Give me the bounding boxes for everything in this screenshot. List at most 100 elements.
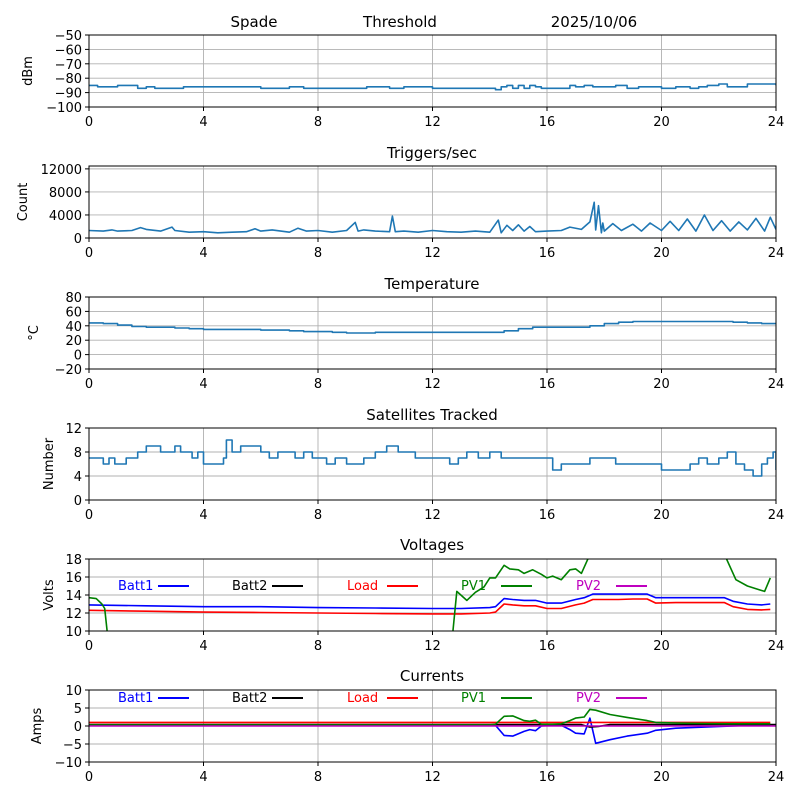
legend-label-pv1: PV1 — [461, 579, 486, 594]
y-tick-label: −80 — [55, 72, 82, 87]
series-group — [89, 83, 776, 91]
x-tick-label: 20 — [653, 639, 670, 654]
series-group — [89, 201, 776, 234]
x-tick-label: 4 — [199, 377, 207, 392]
header-mode: Threshold — [362, 13, 437, 31]
y-tick-label: 8 — [74, 446, 82, 461]
x-tick-label: 20 — [653, 246, 670, 261]
x-tick-label: 0 — [85, 508, 93, 523]
x-tick-label: 24 — [768, 377, 785, 392]
y-tick-label: 20 — [65, 334, 82, 349]
x-tick-label: 4 — [199, 115, 207, 130]
ylabel-voltages: Volts — [42, 579, 57, 611]
panel-title-triggers: Triggers/sec — [386, 144, 477, 162]
x-tick-label: 16 — [539, 115, 556, 130]
panel-triggers: 0 4 8 12 16 20 24 0 4000 8000 12000 — [41, 163, 785, 261]
x-tick-label: 16 — [539, 639, 556, 654]
x-tick-label: 24 — [768, 246, 785, 261]
series-line-satellites — [89, 439, 776, 477]
x-tick-label: 4 — [199, 770, 207, 785]
x-tick-label: 8 — [314, 508, 322, 523]
x-tick-label: 0 — [85, 115, 93, 130]
x-tick-label: 16 — [539, 770, 556, 785]
x-tick-label: 0 — [85, 770, 93, 785]
panels: 0 4 8 12 16 20 24−100−90−80−70−60−500 4 8 12 16 20 2… — [41, 29, 785, 785]
y-tick-label: 4 — [74, 470, 82, 485]
x-tick-label: 20 — [653, 508, 670, 523]
ylabel-satellites: Number — [42, 437, 57, 490]
y-tick-label: −10 — [55, 756, 82, 771]
series-group — [89, 708, 776, 745]
y-tick-label: −60 — [55, 43, 82, 58]
panel-satellites: 0 4 8 12 16 20 24 0 4 8 12 — [65, 422, 784, 523]
x-tick-label: 12 — [424, 508, 441, 523]
y-tick-label: −70 — [55, 58, 82, 73]
legend-label-batt2: Batt2 — [232, 579, 267, 594]
y-tick-label: 14 — [65, 589, 82, 604]
x-tick-label: 24 — [768, 508, 785, 523]
panel-signal: 0 4 8 12 16 20 24 −100−90−80−70−60−50 — [46, 29, 784, 130]
header-date: 2025/10/06 — [551, 13, 637, 31]
legend-label-pv1: PV1 — [461, 691, 486, 706]
legend-label-batt2: Batt2 — [232, 691, 267, 706]
series-line-load — [89, 598, 771, 615]
y-tick-label: 5 — [74, 702, 82, 717]
x-tick-label: 12 — [424, 770, 441, 785]
y-tick-label: −20 — [55, 363, 82, 378]
x-tick-label: 8 — [314, 115, 322, 130]
y-tick-label: 0 — [74, 232, 82, 247]
x-tick-label: 8 — [314, 377, 322, 392]
y-tick-label: 16 — [65, 571, 82, 586]
series-line-signal — [89, 83, 776, 91]
y-tick-label: 0 — [74, 720, 82, 735]
y-tick-label: 8000 — [49, 186, 82, 201]
legend-label-load: Load — [347, 579, 378, 594]
series-line-pv1 — [89, 559, 772, 631]
x-tick-label: 20 — [653, 770, 670, 785]
x-tick-label: 24 — [768, 115, 785, 130]
legend-label-batt1: Batt1 — [118, 691, 153, 706]
ylabel-temperature: °C — [27, 325, 42, 341]
x-tick-label: 24 — [768, 770, 785, 785]
x-tick-label: 0 — [85, 246, 93, 261]
y-tick-label: 10 — [65, 625, 82, 640]
series-line-temperature — [89, 320, 776, 334]
x-tick-label: 12 — [424, 246, 441, 261]
ylabel-triggers: Count — [16, 183, 31, 222]
y-tick-label: 10 — [65, 684, 82, 699]
y-tick-label: −90 — [55, 87, 82, 102]
y-tick-label: 0 — [74, 494, 82, 509]
panel-currents: 0 4 8 12 16 20 24 −10 −5 0 5 10 Batt1 Batt2 Load PV1 PV2 — [55, 684, 785, 785]
panel-title-voltages: Voltages — [400, 536, 464, 554]
y-tick-label: 4000 — [49, 209, 82, 224]
x-tick-label: 0 — [85, 377, 93, 392]
y-tick-label: −100 — [46, 101, 82, 116]
x-tick-label: 12 — [424, 115, 441, 130]
legend-label-pv2: PV2 — [576, 579, 601, 594]
y-tick-label: −50 — [55, 29, 82, 44]
legend-label-batt1: Batt1 — [118, 579, 153, 594]
y-tick-label: 12 — [65, 607, 82, 622]
x-tick-label: 8 — [314, 246, 322, 261]
panel-title-currents: Currents — [400, 667, 464, 685]
panel-title-temperature: Temperature — [383, 275, 479, 293]
y-tick-label: 0 — [74, 349, 82, 364]
x-tick-label: 4 — [199, 639, 207, 654]
x-tick-label: 0 — [85, 639, 93, 654]
y-tick-label: 18 — [65, 553, 82, 568]
y-tick-label: 60 — [65, 305, 82, 320]
y-tick-label: 12 — [65, 422, 82, 437]
header-site: Spade — [231, 13, 278, 31]
series-group — [89, 320, 776, 334]
x-tick-label: 4 — [199, 246, 207, 261]
x-tick-label: 16 — [539, 508, 556, 523]
panel-title-satellites: Satellites Tracked — [366, 406, 497, 424]
x-tick-label: 8 — [314, 770, 322, 785]
ylabel-currents: Amps — [30, 707, 45, 744]
series-group — [89, 559, 772, 631]
x-tick-label: 20 — [653, 115, 670, 130]
x-tick-label: 16 — [539, 246, 556, 261]
